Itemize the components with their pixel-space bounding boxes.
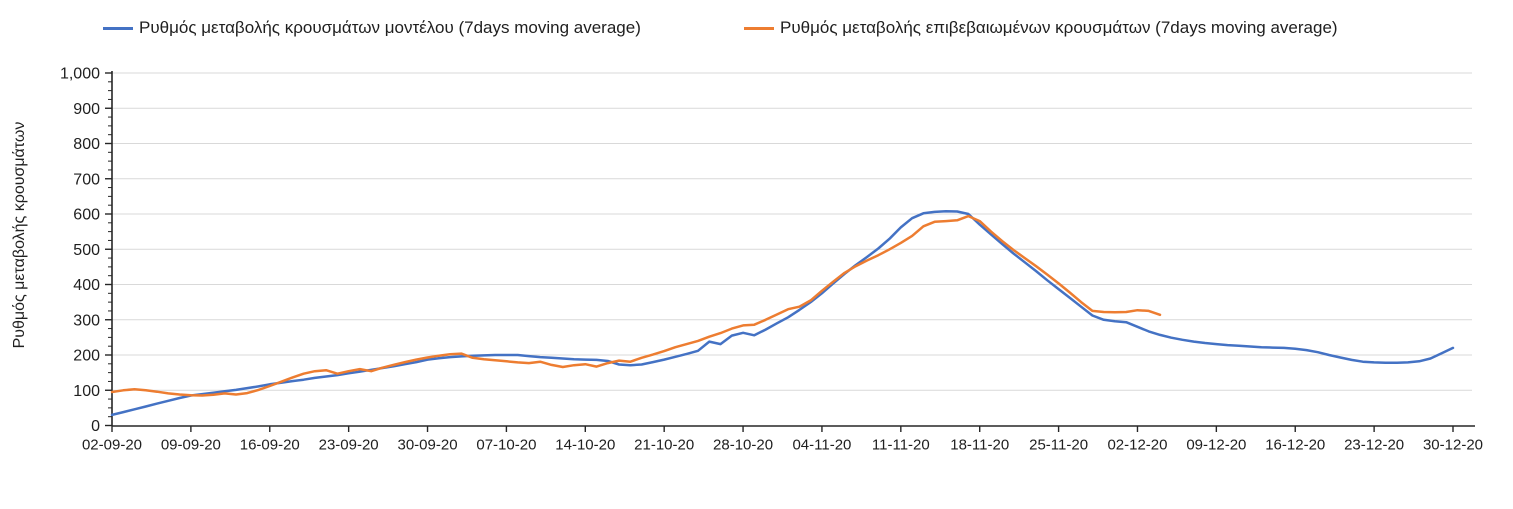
x-tick-label: 16-12-20 [1265, 437, 1325, 454]
x-tick-label: 02-09-20 [82, 437, 142, 454]
y-tick-label: 400 [73, 277, 100, 294]
y-tick-label: 0 [91, 418, 100, 435]
x-tick-label: 25-11-20 [1029, 437, 1088, 454]
x-tick-label: 23-12-20 [1344, 437, 1404, 454]
series-line-model [110, 209, 1455, 417]
y-tick-label: 100 [73, 383, 100, 400]
y-tick-label: 1,000 [60, 66, 100, 83]
x-tick-label: 18-11-20 [950, 437, 1009, 454]
series-line-confirmed [110, 214, 1162, 397]
y-tick-label: 600 [73, 207, 100, 224]
y-tick-label: 700 [73, 171, 100, 188]
x-tick-label: 02-12-20 [1107, 437, 1167, 454]
x-tick-label: 23-09-20 [319, 437, 379, 454]
y-tick-label: 500 [73, 242, 100, 259]
x-tick-label: 09-12-20 [1186, 437, 1246, 454]
x-tick-label: 16-09-20 [240, 437, 300, 454]
x-tick-label: 11-11-20 [872, 437, 930, 454]
x-tick-label: 04-11-20 [792, 437, 851, 454]
x-tick-label: 07-10-20 [476, 437, 536, 454]
y-tick-label: 300 [73, 312, 100, 329]
y-tick-label: 200 [73, 348, 100, 365]
y-axis-title: Ρυθμός μεταβολής κρουσμάτων [11, 121, 28, 349]
x-tick-label: 09-09-20 [161, 437, 221, 454]
x-tick-label: 21-10-20 [634, 437, 694, 454]
y-tick-label: 800 [73, 136, 100, 153]
y-tick-label: 900 [73, 101, 100, 118]
x-tick-label: 30-12-20 [1423, 437, 1483, 454]
x-tick-label: 28-10-20 [713, 437, 773, 454]
x-tick-label: 14-10-20 [555, 437, 615, 454]
x-tick-label: 30-09-20 [398, 437, 458, 454]
